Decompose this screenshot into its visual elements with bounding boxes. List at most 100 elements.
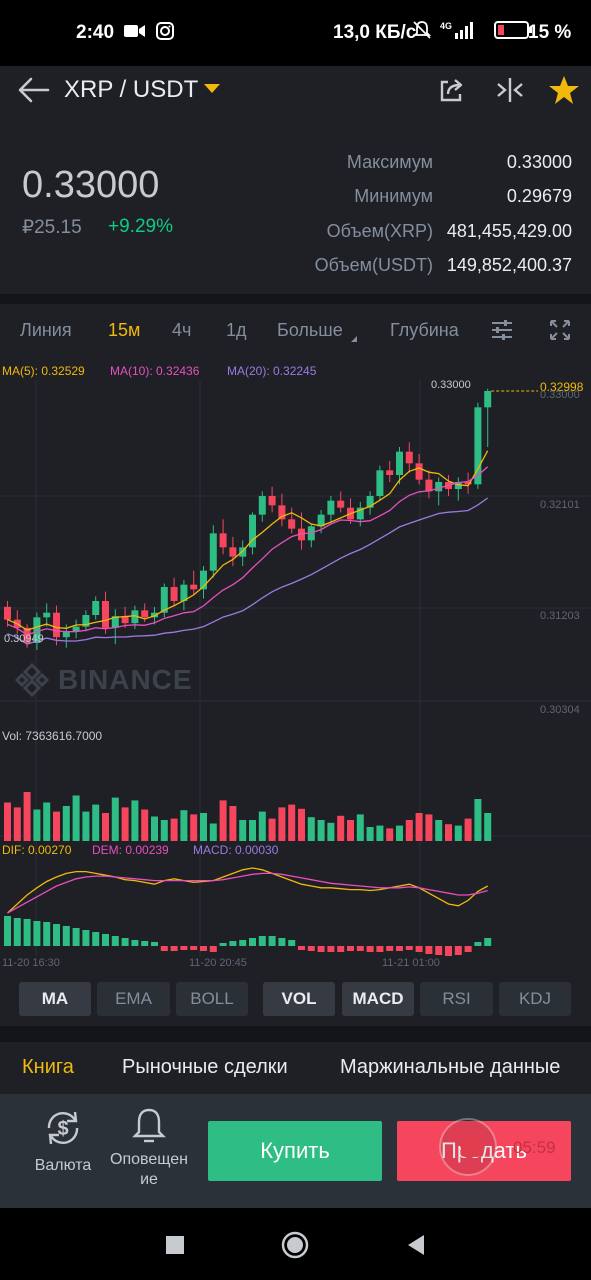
- star-icon[interactable]: [548, 74, 580, 106]
- home-circle-icon[interactable]: [280, 1230, 310, 1260]
- macd-bar: [425, 946, 433, 954]
- currency-exchange-icon: $: [47, 1111, 79, 1145]
- indicator-ma[interactable]: MA: [19, 982, 91, 1016]
- status-bar: 2:40 13,0 КБ/с 4G 15 %: [0, 0, 591, 66]
- candle-body: [435, 482, 443, 492]
- candle-body: [454, 482, 462, 489]
- price-axis-2: 0.32101: [540, 499, 580, 511]
- volume-bar: [111, 797, 119, 841]
- currency-button[interactable]: $ Валюта: [30, 1108, 96, 1175]
- macd-bar: [13, 918, 21, 946]
- volume-bar: [72, 795, 80, 841]
- candle-body: [405, 451, 413, 464]
- stat-vol-quote-label: Объем(USDT): [314, 255, 433, 275]
- candle-body: [111, 616, 119, 628]
- battery-icon: [494, 21, 533, 39]
- fullscreen-icon[interactable]: [548, 318, 572, 342]
- macd-bar: [82, 930, 90, 946]
- macd-bar: [464, 946, 472, 952]
- macd-bar: [111, 936, 119, 946]
- volume-bar: [180, 810, 188, 841]
- kline-chart[interactable]: BINANCE MA(5): 0.32529 MA(10): 0.32436 M…: [0, 356, 591, 972]
- time-axis-2: 11-20 20:45: [189, 957, 247, 969]
- macd-bar: [307, 946, 315, 951]
- volume-bar: [102, 813, 109, 841]
- indicator-macd[interactable]: MACD: [342, 982, 414, 1016]
- alerts-label-1: Оповещен: [110, 1151, 188, 1168]
- back-arrow-icon[interactable]: [16, 74, 52, 106]
- buy-button[interactable]: Купить: [208, 1121, 382, 1181]
- macd-bar: [151, 942, 158, 946]
- candle-body: [268, 496, 276, 506]
- divider: [0, 294, 591, 304]
- candle-body: [219, 533, 227, 548]
- stat-vol-base-value: 481,455,429.00: [446, 221, 572, 241]
- indicator-ema[interactable]: EMA: [97, 982, 170, 1016]
- candle-body: [298, 528, 305, 541]
- alerts-button[interactable]: Оповещен ие: [104, 1106, 194, 1189]
- indicator-vol[interactable]: VOL: [263, 982, 335, 1016]
- macd-bar: [92, 932, 100, 946]
- indicator-boll[interactable]: BOLL: [176, 982, 248, 1016]
- candle-body: [239, 547, 247, 557]
- tab-order-book[interactable]: Книга: [22, 1056, 74, 1078]
- compare-icon[interactable]: [494, 74, 526, 106]
- pair-title[interactable]: XRP / USDT: [64, 76, 199, 103]
- volume-bar: [445, 824, 452, 841]
- network-speed: 13,0 КБ/с: [333, 22, 417, 43]
- data-tabs: Книга Рыночные сделки Маржинальные данны…: [0, 1042, 591, 1094]
- chart-canvas[interactable]: [0, 356, 591, 972]
- volume-bar: [151, 816, 158, 841]
- macd-bar: [317, 946, 325, 952]
- macd-bar: [209, 946, 217, 952]
- ma10-legend: MA(10): 0.32436: [110, 364, 200, 378]
- volume-bar: [454, 825, 462, 841]
- candle-body: [464, 482, 472, 485]
- volume-bar: [62, 806, 70, 841]
- volume-bar: [43, 802, 51, 841]
- share-icon[interactable]: [436, 74, 468, 106]
- candle-body: [33, 617, 41, 643]
- candle-body: [170, 587, 178, 601]
- status-time: 2:40: [76, 22, 115, 43]
- chevron-down-icon[interactable]: [204, 84, 220, 93]
- volume-bar: [121, 807, 129, 841]
- back-triangle-icon[interactable]: [402, 1230, 432, 1260]
- volume-bar: [92, 804, 100, 841]
- indicator-rsi[interactable]: RSI: [420, 982, 493, 1016]
- settings-sliders-icon[interactable]: [490, 318, 514, 342]
- interval-4h[interactable]: 4ч: [172, 320, 192, 340]
- macd-bar: [43, 922, 51, 946]
- volume-bar: [376, 825, 384, 841]
- vol-legend: Vol: 7363616.7000: [2, 729, 103, 743]
- price-axis-4: 0.30304: [540, 704, 580, 716]
- interval-1d[interactable]: 1д: [226, 320, 247, 340]
- candle-body: [4, 606, 11, 620]
- stat-low-label: Минимум: [354, 186, 433, 206]
- stat-low-value: 0.29679: [506, 186, 572, 206]
- volume-bar: [258, 811, 266, 841]
- high-marker: 0.33000: [431, 379, 471, 391]
- time-axis-1: 11-20 16:30: [2, 957, 60, 969]
- candle-body: [249, 514, 256, 548]
- macd-bar: [141, 941, 149, 946]
- tab-market-trades[interactable]: Рыночные сделки: [122, 1056, 288, 1078]
- record-stop-icon[interactable]: [461, 1137, 481, 1157]
- macd-bar: [62, 926, 70, 946]
- indicator-kdj[interactable]: KDJ: [499, 982, 571, 1016]
- macd-bar: [23, 919, 31, 946]
- alerts-label-2: ие: [140, 1171, 158, 1188]
- recents-square-icon[interactable]: [160, 1230, 190, 1260]
- volume-bar: [141, 809, 149, 841]
- tab-margin-data[interactable]: Маржинальные данные: [340, 1056, 561, 1078]
- candle-body: [229, 547, 237, 557]
- macd-bar: [160, 946, 168, 951]
- interval-depth[interactable]: Глубина: [390, 320, 459, 340]
- macd-bar: [356, 946, 364, 951]
- interval-more[interactable]: Больше: [277, 320, 343, 340]
- interval-15m[interactable]: 15м: [108, 320, 141, 340]
- interval-line[interactable]: Линия: [20, 320, 72, 340]
- macd-bar: [347, 946, 354, 951]
- candle-body: [366, 496, 374, 508]
- app-header: XRP / USDT: [0, 66, 591, 116]
